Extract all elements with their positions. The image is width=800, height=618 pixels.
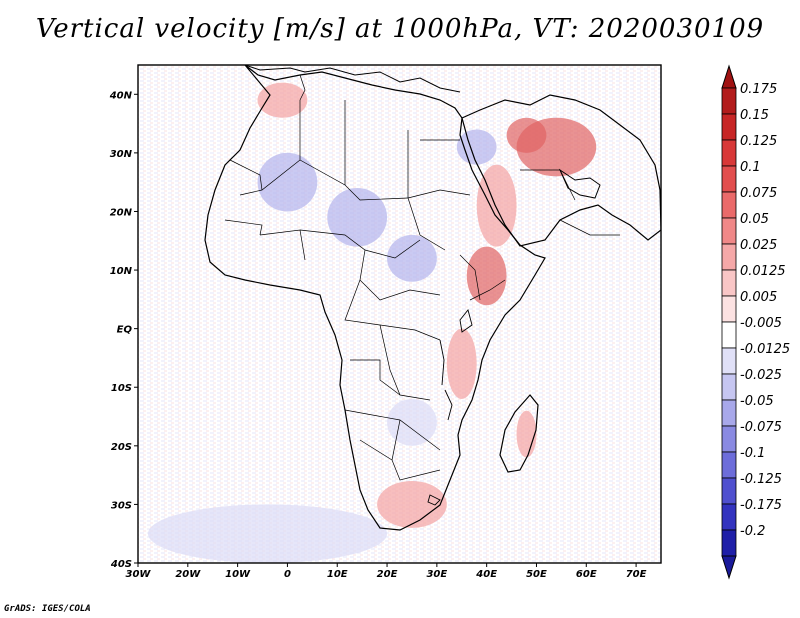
colorbar-swatch xyxy=(721,139,737,167)
colorbar-swatch xyxy=(721,347,737,375)
field-region-sudan-sahel xyxy=(387,234,437,282)
colorbar-label: -0.1 xyxy=(740,446,765,461)
lon-tick-label: 20W xyxy=(175,569,201,580)
colorbar-swatch xyxy=(721,113,737,141)
colorbar-label: 0.15 xyxy=(740,108,769,123)
lon-tick-label: 10E xyxy=(327,569,348,580)
colorbar-label: 0.005 xyxy=(740,290,777,305)
madagascar-coastline xyxy=(499,394,539,473)
colorbar-swatch xyxy=(721,373,737,401)
colorbar-swatch xyxy=(721,451,737,479)
field-region-east-african-rift xyxy=(446,328,477,399)
lon-tick-label: 30W xyxy=(126,569,152,580)
map-frame xyxy=(137,64,662,564)
field-region-sahara-west xyxy=(257,152,318,212)
africa-coastline xyxy=(204,65,546,531)
field-region-zagros xyxy=(506,117,547,153)
lon-tick-label: 70E xyxy=(626,569,647,580)
colorbar-swatch xyxy=(721,269,737,297)
colorbar-label: 0.075 xyxy=(740,186,777,201)
colorbar-swatch xyxy=(721,243,737,271)
field-region-iberia-atlas xyxy=(257,82,308,118)
colorbar-label: 0.0125 xyxy=(740,264,786,279)
colorbar-label: -0.005 xyxy=(740,316,782,331)
colorbar-label: 0.175 xyxy=(740,82,777,97)
lat-tick-label: 40N xyxy=(109,90,133,101)
mediterranean-north-shore xyxy=(244,65,461,93)
field-region-sahara-central xyxy=(327,188,388,247)
colorbar-label: 0.05 xyxy=(740,212,769,227)
lon-tick-label: 20E xyxy=(377,569,398,580)
lat-tick-label: 20S xyxy=(111,442,132,453)
colorbar-swatch xyxy=(721,503,737,531)
footer-credit: GrADS: IGES/COLA xyxy=(4,604,91,614)
lat-tick-label: EQ xyxy=(117,325,133,336)
field-region-southern-ocean xyxy=(147,504,388,563)
lat-tick-label: 10N xyxy=(110,266,133,277)
colorbar-label: -0.025 xyxy=(740,368,782,383)
colorbar-bottom-arrow xyxy=(721,555,737,580)
colorbar-swatch xyxy=(721,529,737,557)
colorbar-swatch xyxy=(721,87,737,115)
colorbar-label: 0.025 xyxy=(740,238,777,253)
colorbar-label: -0.05 xyxy=(740,394,774,409)
field-region-ethiopian-highlands xyxy=(466,246,507,306)
arabia-coastline xyxy=(461,94,661,247)
field-region-middle-east xyxy=(456,129,497,165)
colorbar-label: -0.125 xyxy=(740,472,782,487)
colorbar-swatch xyxy=(721,477,737,505)
field-region-southern-africa-interior xyxy=(387,398,437,446)
lon-tick-label: 60E xyxy=(576,569,597,580)
lon-tick-label: 40E xyxy=(475,569,497,580)
colorbar-swatch xyxy=(721,321,737,349)
colorbar-label: 0.1 xyxy=(740,160,761,175)
colorbar: 0.175 0.15 0.125 0.1 0.075 0.05 0.025 0.0125 0.0… xyxy=(721,64,790,580)
colorbar-swatch xyxy=(721,399,737,427)
lon-tick-label: 0 xyxy=(284,569,291,580)
lon-tick-label: 10W xyxy=(225,569,251,580)
colorbar-label: -0.075 xyxy=(740,420,782,435)
colorbar-swatch xyxy=(721,217,737,245)
lat-tick-label: 40S xyxy=(110,559,132,570)
field-region-madagascar-highlands xyxy=(516,410,537,458)
colorbar-swatch xyxy=(721,191,737,219)
lon-tick-label: 30E xyxy=(426,569,447,580)
lat-tick-label: 30S xyxy=(111,500,132,511)
persian-gulf xyxy=(558,168,601,199)
colorbar-swatch xyxy=(721,425,737,453)
lon-tick-label: 50E xyxy=(526,569,547,580)
colorbar-label: -0.175 xyxy=(740,498,782,513)
colorbar-label: -0.0125 xyxy=(740,342,790,357)
longitude-axis: 30W 20W 10W 0 10E 20E 30E 40E 50E 60E 70E xyxy=(126,563,647,580)
colorbar-label: -0.2 xyxy=(740,524,765,539)
lakes xyxy=(427,309,473,506)
lat-tick-label: 30N xyxy=(110,149,133,160)
country-borders xyxy=(224,74,620,481)
lat-tick-label: 10S xyxy=(111,383,132,394)
colorbar-top-arrow xyxy=(721,64,737,89)
lat-tick-label: 20N xyxy=(110,207,133,218)
colorbar-label: 0.125 xyxy=(740,134,777,149)
colorbar-swatch xyxy=(721,165,737,193)
map-title: Vertical velocity [m/s] at 1000hPa, VT: … xyxy=(35,14,765,44)
colorbar-swatch xyxy=(721,295,737,323)
latitude-axis: 40N 30N 20N 10N EQ 10S 20S 30S 40S xyxy=(109,90,138,570)
field-region-arabian-red-sea-coast xyxy=(476,164,517,247)
field-region-south-africa-escarpment xyxy=(377,480,447,528)
